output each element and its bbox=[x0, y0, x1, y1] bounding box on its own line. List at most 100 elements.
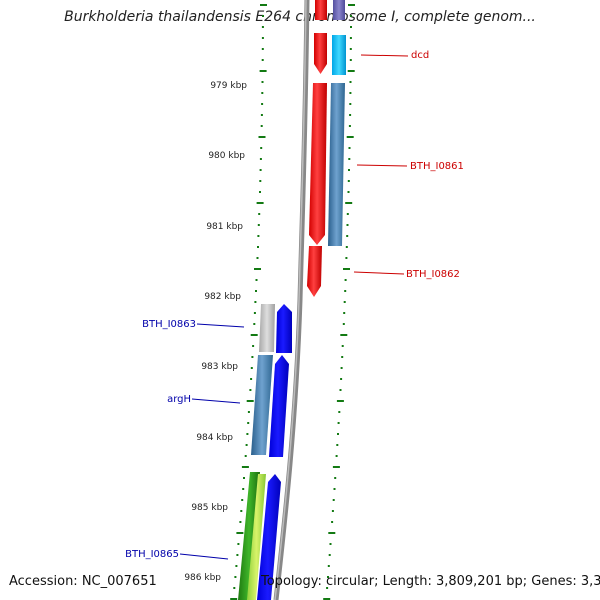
left-tick-mark bbox=[235, 565, 238, 567]
gene-BTH_I0861-arrow[interactable] bbox=[309, 83, 327, 245]
left-tick-mark bbox=[257, 246, 259, 248]
right-tick-mark bbox=[346, 224, 349, 226]
ruler-label-979: 979 kbp bbox=[210, 81, 247, 91]
left-tick-mark bbox=[261, 59, 264, 61]
leader-BTH_I0863 bbox=[196, 323, 245, 328]
left-tick-mark bbox=[259, 169, 262, 171]
right-tick-mark bbox=[347, 191, 350, 193]
left-tick-mark bbox=[261, 48, 264, 50]
right-tick-mark bbox=[327, 565, 330, 567]
gene-label-BTH_I0863[interactable]: BTH_I0863 bbox=[142, 319, 196, 330]
right-tick-mark bbox=[341, 356, 344, 358]
gene-argH-arrow[interactable] bbox=[269, 355, 289, 457]
right-tick-mark bbox=[349, 48, 352, 50]
gene-BTH_I0863-gray[interactable] bbox=[259, 304, 275, 352]
ruler-labels: 979 kbp 980 kbp 981 kbp 982 kbp 983 kbp … bbox=[184, 81, 247, 583]
gene-label-BTH_I0865[interactable]: BTH_I0865 bbox=[125, 549, 179, 560]
left-tick-mark bbox=[260, 147, 263, 149]
left-tick-mark bbox=[257, 235, 260, 237]
right-tick-mark bbox=[337, 433, 339, 435]
right-tick-mark bbox=[342, 323, 345, 325]
right-tick-mark bbox=[348, 158, 351, 160]
left-tick-mark bbox=[256, 257, 259, 259]
right-tick-mark bbox=[329, 543, 332, 545]
right-tick-mark bbox=[345, 202, 353, 204]
gene-argH-steel[interactable] bbox=[251, 355, 273, 455]
gene-top-purple-partial[interactable] bbox=[333, 0, 345, 20]
right-tick-mark bbox=[343, 312, 346, 314]
gene-dcd-arrow[interactable] bbox=[314, 33, 327, 74]
right-tick-mark bbox=[349, 59, 352, 61]
right-tick-lane bbox=[323, 4, 355, 600]
gene-label-dcd[interactable]: dcd bbox=[411, 50, 429, 61]
gene-label-BTH_I0861[interactable]: BTH_I0861 bbox=[410, 161, 464, 172]
left-tick-mark bbox=[234, 576, 237, 578]
left-tick-mark bbox=[255, 279, 258, 281]
topology-text: Topology: circular; Length: 3,809,201 bp… bbox=[261, 574, 600, 589]
right-tick-mark bbox=[345, 246, 348, 248]
right-tick-mark bbox=[339, 389, 342, 391]
gene-BTH_I0865-lightgreen[interactable] bbox=[247, 474, 266, 600]
left-tick-mark bbox=[241, 499, 244, 501]
leader-argH bbox=[191, 398, 241, 404]
right-tick-mark bbox=[347, 180, 350, 182]
left-tick-mark bbox=[250, 378, 253, 380]
left-tick-mark bbox=[242, 488, 245, 490]
gene-label-BTH_I0862[interactable]: BTH_I0862 bbox=[406, 269, 460, 280]
right-tick-mark bbox=[333, 488, 336, 490]
right-tick-mark bbox=[349, 114, 352, 116]
leader-dcd bbox=[360, 54, 409, 57]
gene-dcd-partner[interactable] bbox=[332, 35, 346, 75]
right-tick-mark bbox=[343, 268, 350, 270]
leader-BTH_I0861 bbox=[356, 164, 408, 167]
left-tick-mark bbox=[240, 510, 243, 512]
left-tick-mark bbox=[246, 433, 249, 435]
right-tick-mark bbox=[346, 213, 349, 215]
right-tick-mark bbox=[340, 367, 343, 369]
gene-label-argH[interactable]: argH bbox=[167, 394, 191, 405]
left-tick-mark bbox=[261, 92, 264, 94]
gene-top-partial[interactable] bbox=[315, 0, 327, 20]
right-tick-mark bbox=[341, 345, 344, 347]
right-tick-mark bbox=[348, 169, 350, 171]
left-tick-mark bbox=[253, 323, 256, 325]
right-tick-mark bbox=[336, 444, 339, 446]
right-tick-mark bbox=[340, 378, 343, 380]
gene-BTH_I0862-arrow[interactable] bbox=[307, 246, 322, 297]
left-tick-mark bbox=[256, 202, 264, 204]
genome-backbone-highlight bbox=[274, 0, 307, 600]
left-tick-mark bbox=[259, 191, 261, 193]
left-tick-mark bbox=[261, 103, 264, 105]
right-tick-mark bbox=[344, 290, 347, 292]
left-tick-mark bbox=[260, 114, 263, 116]
left-tick-mark bbox=[254, 268, 261, 270]
left-tick-mark bbox=[236, 554, 239, 556]
right-tick-mark bbox=[338, 411, 341, 413]
gene-BTH_I0863-arrow[interactable] bbox=[276, 304, 292, 353]
ruler-label-982: 982 kbp bbox=[204, 292, 241, 302]
left-tick-mark bbox=[236, 532, 244, 534]
right-tick-mark bbox=[332, 499, 335, 501]
left-tick-mark bbox=[249, 389, 252, 391]
left-tick-mark bbox=[258, 136, 266, 138]
left-tick-mark bbox=[244, 455, 247, 457]
right-tick-mark bbox=[332, 466, 340, 468]
accession-text: Accession: NC_007651 bbox=[9, 574, 157, 589]
left-tick-mark bbox=[253, 312, 256, 314]
left-tick-mark bbox=[261, 81, 264, 83]
gene-BTH_I0866-arrow[interactable] bbox=[257, 474, 281, 600]
ruler-label-980: 980 kbp bbox=[208, 151, 245, 161]
right-tick-mark bbox=[331, 510, 334, 512]
left-tick-mark bbox=[259, 158, 262, 160]
gene-BTH_I0861-partner[interactable] bbox=[328, 83, 345, 246]
right-tick-mark bbox=[334, 477, 337, 479]
gene-BTH_I0865-green[interactable] bbox=[238, 472, 260, 600]
left-tick-mark bbox=[245, 444, 248, 446]
left-tick-mark bbox=[255, 290, 257, 292]
right-tick-mark bbox=[328, 554, 331, 556]
left-tick-mark bbox=[230, 598, 238, 600]
right-tick-mark bbox=[340, 334, 348, 336]
right-tick-mark bbox=[349, 37, 352, 39]
left-tick-lane bbox=[230, 4, 267, 600]
